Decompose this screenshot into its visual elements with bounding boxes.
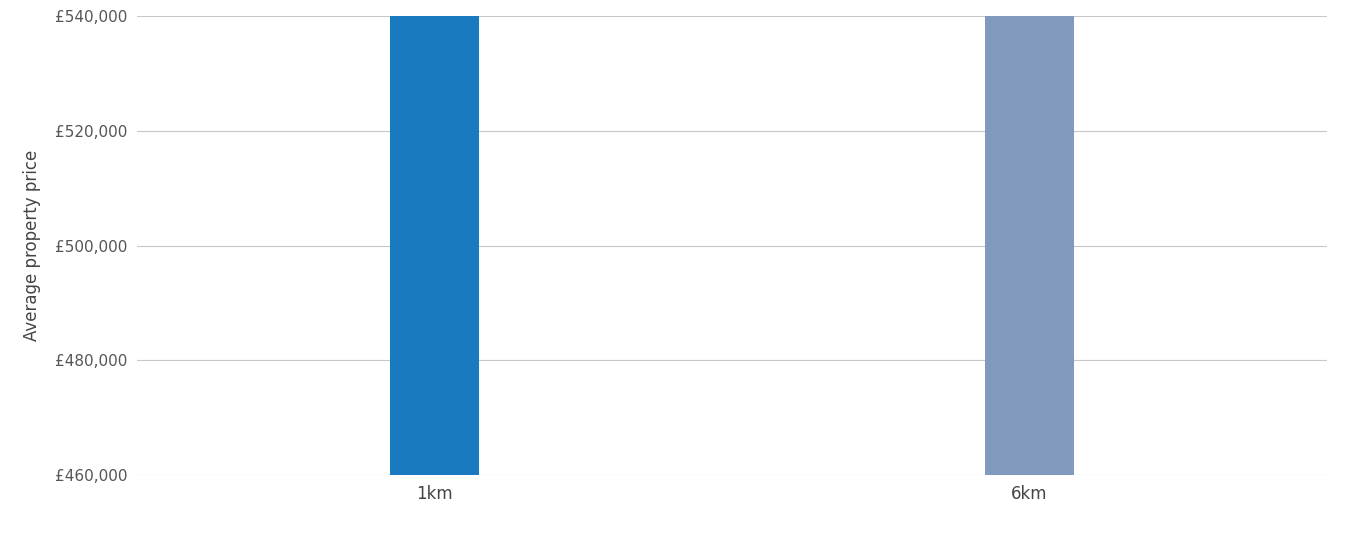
Bar [390,0,479,475]
Bar [985,0,1074,475]
Y-axis label: Average property price: Average property price [23,150,41,341]
